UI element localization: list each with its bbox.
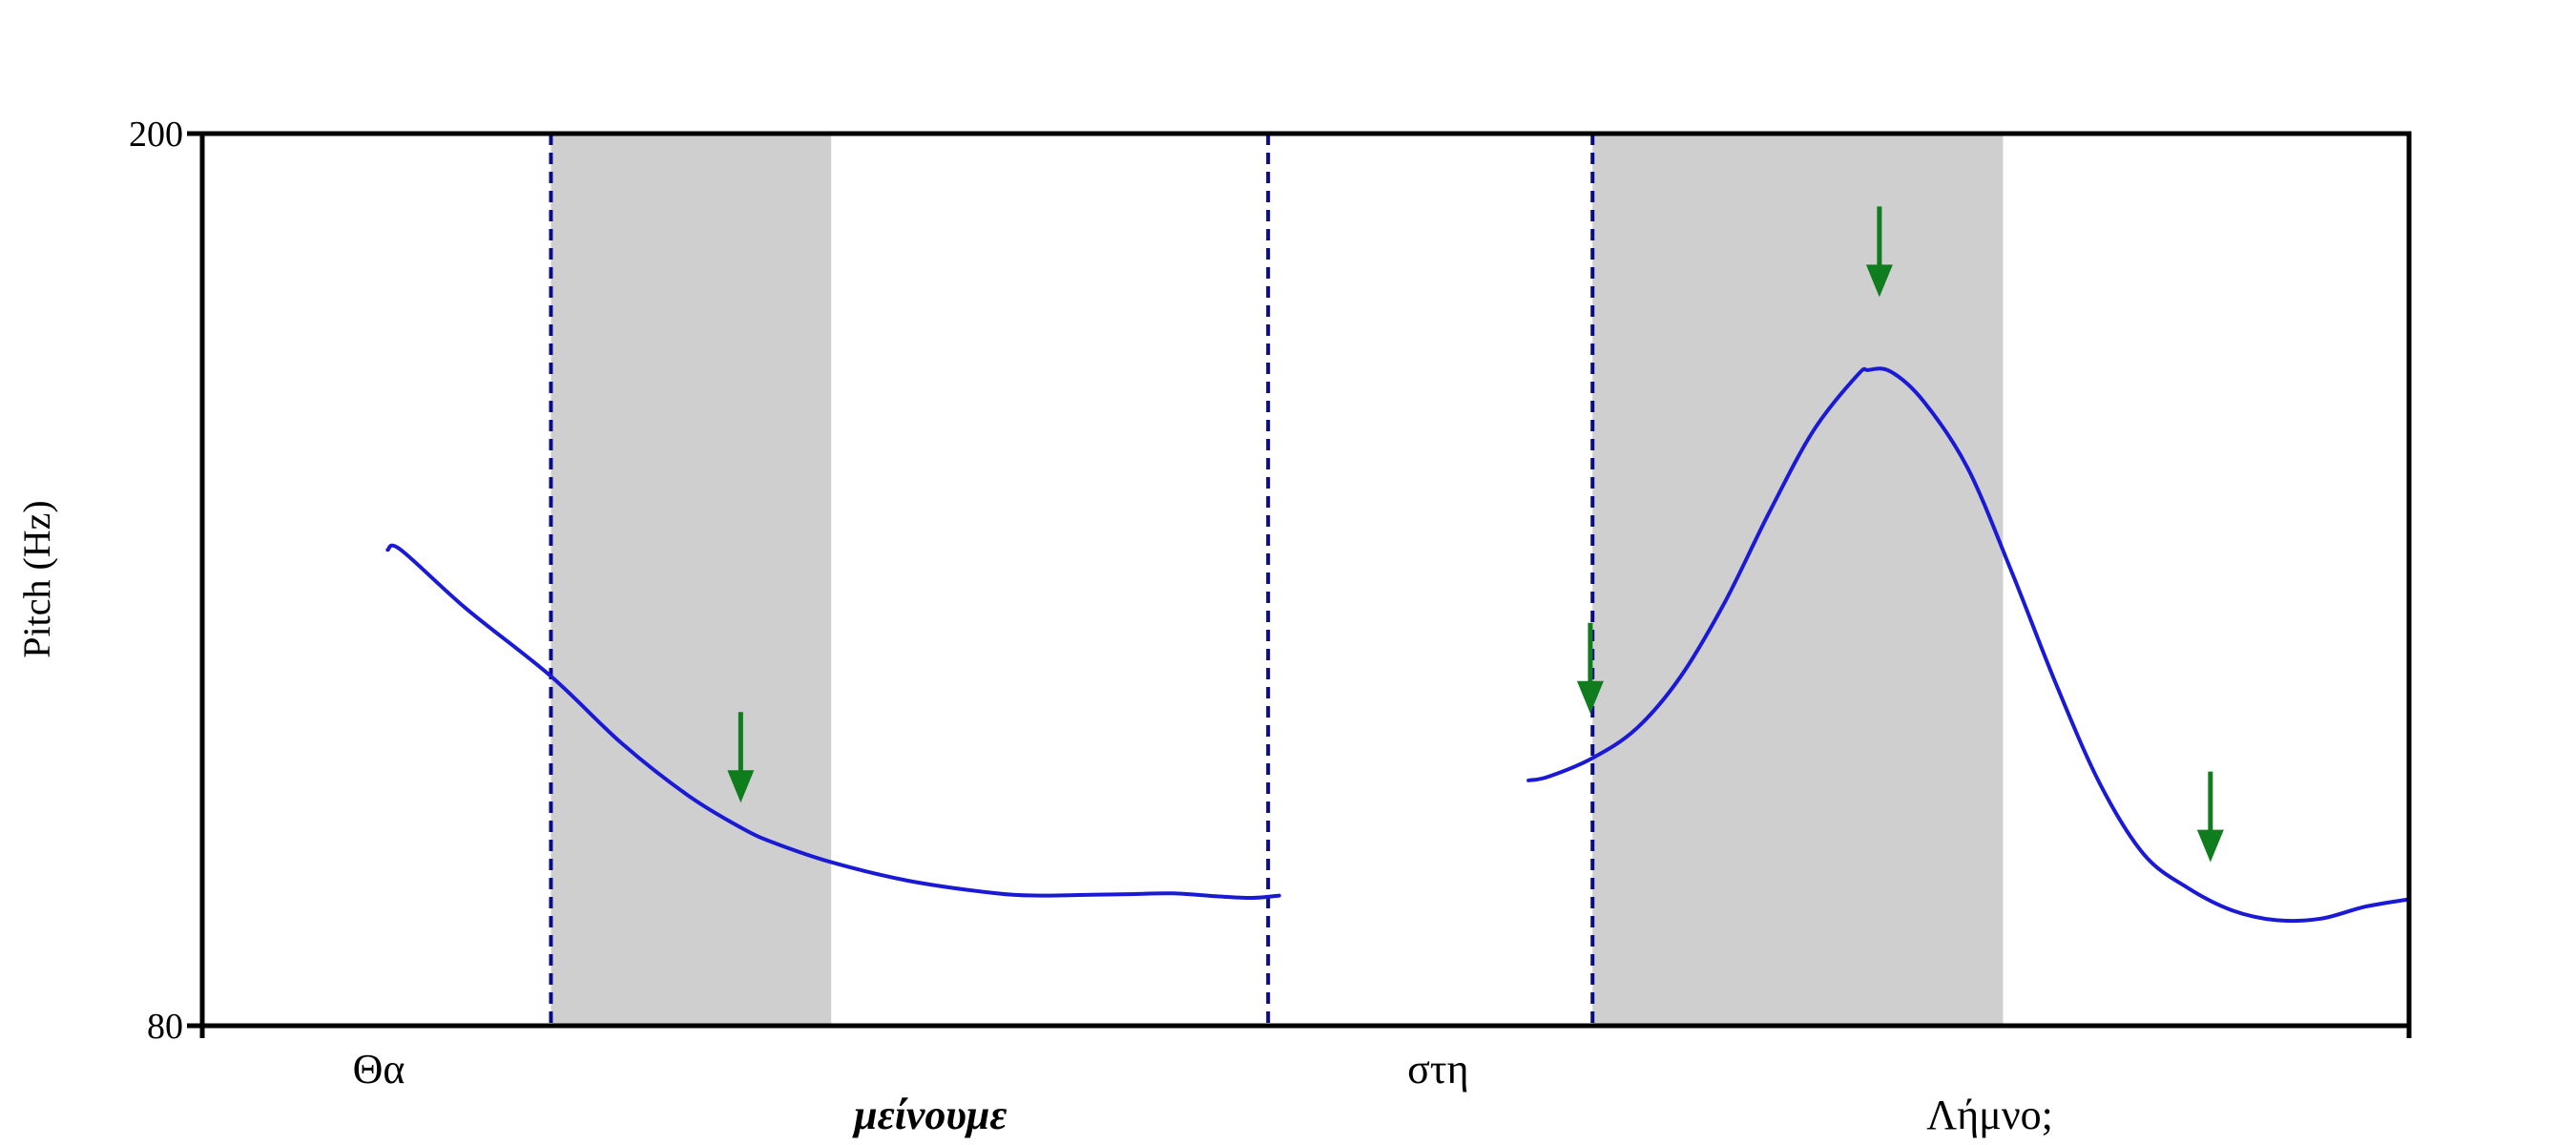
shaded-region-0	[551, 134, 832, 1026]
y-tick-label-max: 200	[129, 114, 183, 155]
shaded-region-1	[1592, 134, 2004, 1026]
y-axis-title: Pitch (Hz)	[15, 500, 58, 658]
word-label-1: μείνουμε	[852, 1092, 1007, 1138]
pitch-contour-1	[1527, 366, 2411, 924]
target-arrow-1	[1576, 622, 1604, 714]
pitch-contours	[385, 366, 2411, 924]
stressed-syllable-shading	[551, 134, 2004, 1026]
pitch-contour-0	[385, 543, 1281, 901]
word-label-3: Λήμνο;	[1926, 1092, 2053, 1138]
tonal-target-arrows	[727, 206, 2224, 863]
target-arrow-0	[727, 712, 755, 803]
y-tick-label-min: 80	[147, 1007, 183, 1047]
word-boundaries	[549, 134, 1595, 1026]
target-arrow-2	[1865, 206, 1893, 298]
target-arrow-3	[2196, 771, 2224, 863]
word-labels: Θα μείνουμε στη Λήμνο;	[353, 1046, 2053, 1138]
word-label-0: Θα	[353, 1046, 405, 1093]
plot-frame	[199, 131, 2412, 1029]
word-label-2: στη	[1407, 1046, 1468, 1093]
